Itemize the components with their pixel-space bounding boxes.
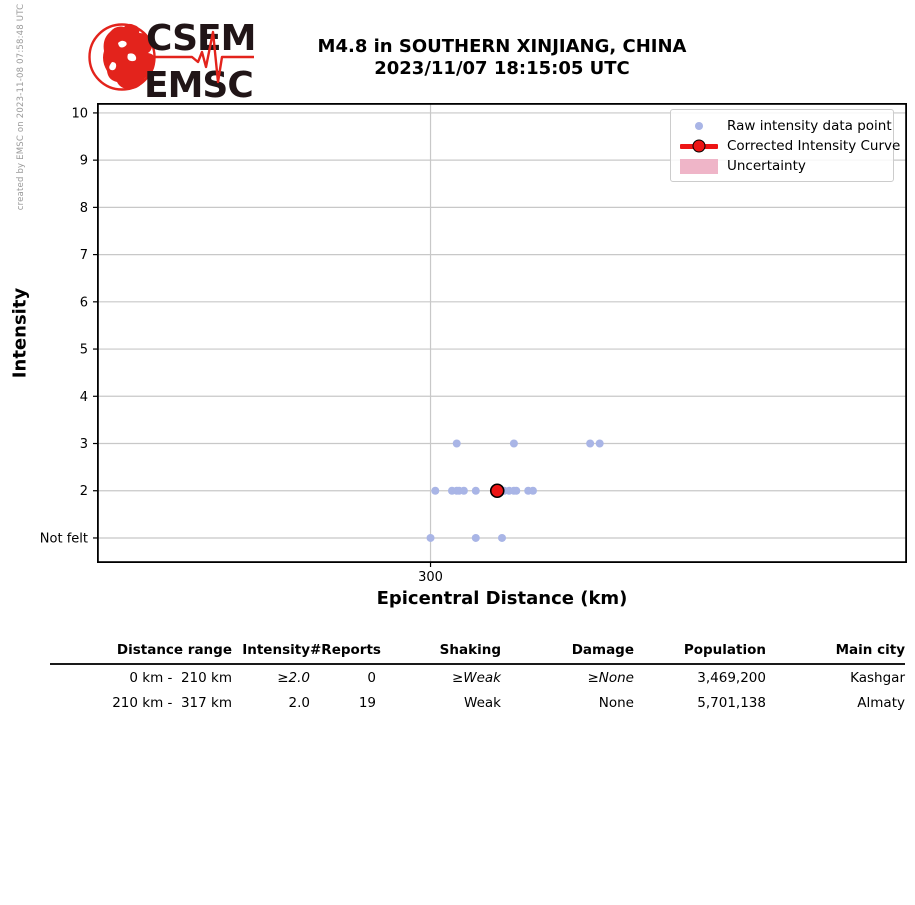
raw-data-point (431, 486, 440, 495)
table-cell: 0 km - 210 km (129, 670, 232, 686)
y-tick-label: Not felt (40, 531, 88, 546)
y-tick-label: 2 (80, 484, 88, 499)
uncertainty-band-icon (680, 158, 718, 174)
legend-uncertainty-label: Uncertainty (727, 158, 806, 174)
raw-data-point (528, 486, 537, 495)
raw-data-point (459, 486, 468, 495)
table-header-cell: Population (634, 640, 766, 665)
legend-raw-label: Raw intensity data point (727, 118, 892, 134)
legend-row-uncertainty: Uncertainty (677, 156, 893, 176)
chart-frame (96, 102, 908, 564)
page-title: M4.8 in SOUTHERN XINJIANG, CHINA 2023/11… (97, 36, 907, 80)
table-row: 210 km - 317 km 2.0 19 Weak None 5,701,138 Alm… (50, 690, 905, 715)
raw-point-swatch (677, 122, 721, 130)
legend-row-raw: Raw intensity data point (677, 116, 893, 136)
table-header-cell: Intensity (232, 640, 310, 665)
table-cell: 0 (367, 670, 376, 686)
x-axis-title: Epicentral Distance (km) (376, 588, 628, 609)
emsc-logo-graphic: CSEM EMSC (88, 18, 256, 106)
table-header-cell: Main city (766, 640, 905, 665)
y-tick-label: 8 (80, 201, 88, 216)
table-row: 0 km - 210 km ≥2.0 0 ≥Weak ≥None 3,469,200 Kas… (50, 664, 905, 690)
logo-text-emsc: EMSC (144, 65, 253, 102)
seismogram-trace-icon (148, 30, 254, 84)
event-datetime: 2023/11/07 18:15:05 UTC (374, 58, 630, 79)
raw-data-point (452, 439, 461, 448)
raw-data-point (509, 439, 518, 448)
table-cell: Kashgar (850, 670, 905, 686)
table-header-cell: #Reports (310, 640, 398, 665)
table-cell: ≥None (587, 670, 634, 686)
globe-sea (109, 40, 137, 71)
raw-data-point (498, 533, 506, 542)
y-tick-label: 3 (80, 437, 88, 452)
raw-data-point (512, 486, 521, 495)
raw-data-point (471, 486, 480, 495)
table-cell: 5,701,138 (697, 695, 766, 711)
uncertainty-swatch (677, 158, 721, 174)
y-tick-label: 9 (80, 154, 88, 169)
table-cell: 3,469,200 (697, 670, 766, 686)
y-tick-label: 7 (80, 248, 88, 263)
table-cell: ≥2.0 (277, 670, 310, 686)
legend-row-corrected: Corrected Intensity Curve (677, 136, 900, 156)
corrected-curve-icon (680, 139, 718, 153)
corrected-marker-icon (692, 139, 706, 153)
intensity-table: Distance range Intensity #Reports Shaking Da… (50, 640, 905, 715)
y-tick-label: 4 (80, 390, 88, 405)
table-cell: ≥Weak (451, 670, 501, 686)
table-header-cell: Shaking (398, 640, 501, 665)
table-cell: Weak (464, 695, 501, 711)
raw-point-icon (695, 122, 703, 130)
event-title: M4.8 in SOUTHERN XINJIANG, CHINA (317, 36, 687, 57)
y-tick-label: 10 (71, 106, 88, 121)
legend-corrected-label: Corrected Intensity Curve (727, 138, 901, 154)
table-header-row: Distance range Intensity #Reports Shaking Da… (50, 640, 905, 665)
table-cell: 210 km - 317 km (112, 695, 232, 711)
table-cell: None (598, 695, 634, 711)
y-tick-label: 6 (80, 295, 88, 310)
created-by-text: created by EMSC on 2023-11-08 07:58:48 U… (16, 3, 26, 211)
corrected-curve-swatch (677, 139, 721, 153)
raw-data-point (586, 439, 595, 448)
table-cell: 2.0 (288, 695, 310, 711)
plot-area: Not felt 2 3 4 5 6 7 8 9 10 300 (40, 102, 908, 585)
table-header-cell: Distance range (50, 640, 232, 665)
y-axis-title: Intensity (9, 287, 31, 379)
raw-data-point (595, 439, 604, 448)
y-tick-label: 5 (80, 343, 88, 358)
emsc-logo: CSEM EMSC (88, 10, 256, 106)
legend: Raw intensity data point Corrected Inten… (670, 109, 900, 182)
corrected-intensity-marker (489, 483, 505, 499)
table-header-cell: Damage (501, 640, 634, 665)
raw-data-point (471, 533, 480, 542)
raw-data-point (426, 533, 435, 542)
table-cell: 19 (358, 695, 376, 711)
intensity-distance-chart: Not felt 2 3 4 5 6 7 8 9 10 300 Raw intensity data… (40, 102, 908, 585)
x-tick-label: 300 (418, 570, 443, 585)
table-cell: Almaty (857, 695, 905, 711)
